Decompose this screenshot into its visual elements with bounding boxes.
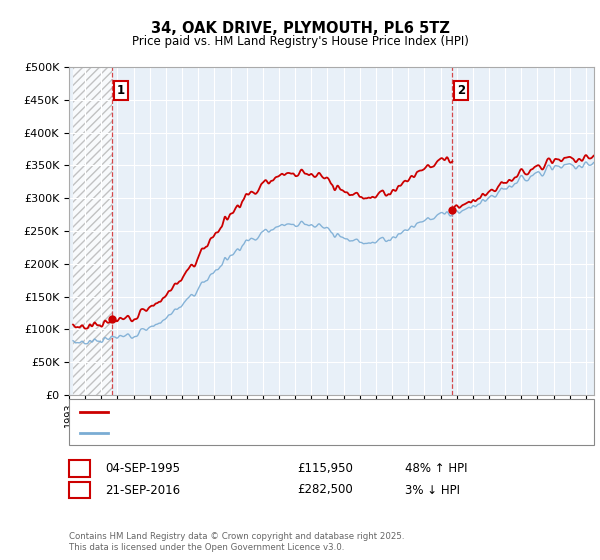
Text: 48% ↑ HPI: 48% ↑ HPI [405,462,467,475]
Bar [73,67,112,395]
Text: £282,500: £282,500 [297,483,353,497]
Text: 04-SEP-1995: 04-SEP-1995 [105,462,180,475]
Text: 21-SEP-2016: 21-SEP-2016 [105,483,180,497]
Text: 1: 1 [76,462,83,475]
Text: 34, OAK DRIVE, PLYMOUTH, PL6 5TZ (detached house): 34, OAK DRIVE, PLYMOUTH, PL6 5TZ (detach… [114,407,411,417]
Text: £115,950: £115,950 [297,462,353,475]
Text: 1: 1 [117,83,125,97]
Text: 2: 2 [76,483,83,497]
Text: 2: 2 [457,83,465,97]
Text: 3% ↓ HPI: 3% ↓ HPI [405,483,460,497]
Text: Contains HM Land Registry data © Crown copyright and database right 2025.
This d: Contains HM Land Registry data © Crown c… [69,532,404,552]
Text: 34, OAK DRIVE, PLYMOUTH, PL6 5TZ: 34, OAK DRIVE, PLYMOUTH, PL6 5TZ [151,21,449,36]
Text: HPI: Average price, detached house, City of Plymouth: HPI: Average price, detached house, City… [114,428,407,438]
Text: Price paid vs. HM Land Registry's House Price Index (HPI): Price paid vs. HM Land Registry's House … [131,35,469,48]
